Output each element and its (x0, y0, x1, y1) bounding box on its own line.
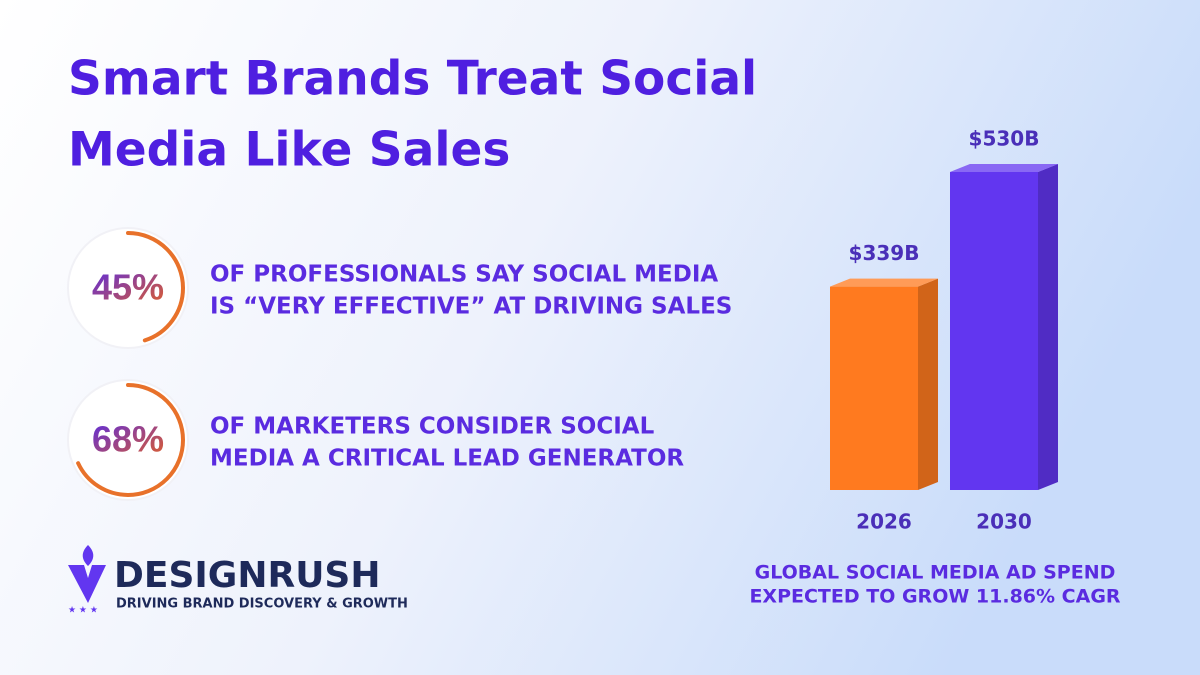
bar-side-shade (918, 278, 938, 490)
stat-text: IS “VERY EFFECTIVE” AT DRIVING SALES (210, 294, 732, 320)
bar-side-shade (1038, 164, 1058, 490)
brand-tagline: DRIVING BRAND DISCOVERY & GROWTH (116, 597, 408, 612)
caption: EXPECTED TO GROW 11.86% CAGR (749, 586, 1120, 608)
stat-text: OF PROFESSIONALS SAY SOCIAL MEDIA (210, 262, 718, 288)
ring-arc (71, 231, 185, 345)
x-tick-label: 2026 (856, 510, 912, 534)
stat-text: MEDIA A CRITICAL LEAD GENERATOR (210, 446, 684, 472)
ring-arc (71, 383, 185, 497)
bar-top-light (950, 164, 1058, 172)
caption: GLOBAL SOCIAL MEDIA AD SPEND (755, 562, 1116, 584)
stat-text: OF MARKETERS CONSIDER SOCIAL (210, 414, 655, 440)
svg-text:★ ★ ★: ★ ★ ★ (68, 606, 98, 616)
stat-value: 45% (92, 267, 164, 308)
bar (830, 286, 918, 490)
ring-bg (67, 379, 189, 501)
bar (950, 172, 1038, 490)
title-line: Media Like Sales (68, 123, 510, 178)
ring-bg (67, 227, 189, 349)
bar-top (830, 278, 938, 287)
bar-top (950, 164, 1058, 172)
stat-value: 68% (92, 419, 164, 460)
title-line: Smart Brands Treat Social (68, 52, 757, 107)
brand-name: DESIGNRUSH (114, 555, 380, 596)
bar-side (1038, 164, 1058, 490)
x-tick-label: 2030 (976, 510, 1032, 534)
bar-side (918, 278, 938, 490)
value-label: $530B (969, 127, 1040, 151)
value-label: $339B (849, 241, 920, 265)
logo: ★ ★ ★ (68, 545, 106, 616)
bar-top-light (830, 278, 938, 287)
